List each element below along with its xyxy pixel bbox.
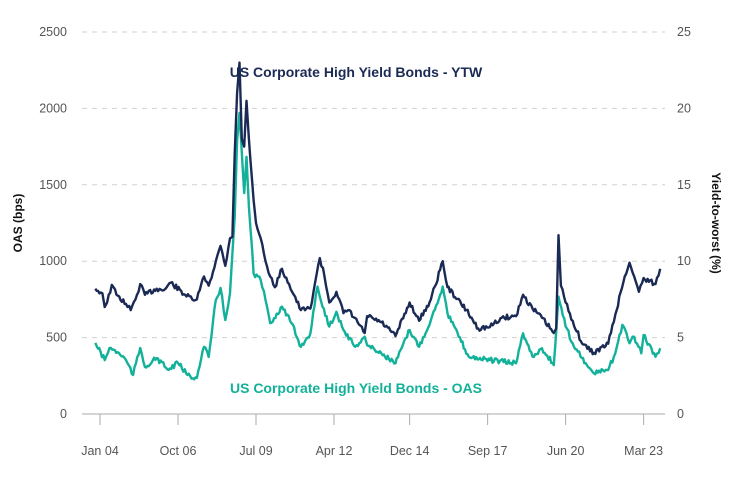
series-label-ytw: US Corporate High Yield Bonds - YTW bbox=[230, 64, 483, 80]
left-tick-label: 2500 bbox=[39, 25, 67, 39]
left-tick-label: 1000 bbox=[39, 254, 67, 268]
left-tick-label: 1500 bbox=[39, 178, 67, 192]
left-axis-title: OAS (bps) bbox=[11, 194, 25, 253]
right-axis-title: Yield-to-worst (%) bbox=[709, 172, 723, 274]
right-tick-label: 15 bbox=[677, 178, 691, 192]
x-tick-label: Sep 17 bbox=[468, 444, 508, 458]
x-tick-label: Jul 09 bbox=[239, 444, 272, 458]
series-label-oas: US Corporate High Yield Bonds - OAS bbox=[230, 380, 482, 396]
x-tick-label: Jan 04 bbox=[81, 444, 119, 458]
series-lines bbox=[94, 61, 662, 381]
x-tick-label: Jun 20 bbox=[547, 444, 585, 458]
left-tick-label: 2000 bbox=[39, 101, 67, 115]
right-tick-label: 5 bbox=[677, 331, 684, 345]
x-tick-label: Mar 23 bbox=[624, 444, 663, 458]
ytw-series-line bbox=[94, 61, 662, 356]
right-axis-ticks: 0 5 10 15 20 25 bbox=[677, 25, 691, 421]
x-tick-label: Dec 14 bbox=[390, 444, 430, 458]
x-axis: Jan 04 Oct 06 Jul 09 Apr 12 Dec 14 Sep 17 Jun … bbox=[81, 413, 665, 458]
right-tick-label: 20 bbox=[677, 101, 691, 115]
x-tick-label: Apr 12 bbox=[316, 444, 353, 458]
right-tick-label: 0 bbox=[677, 407, 684, 421]
x-tick-label: Oct 06 bbox=[160, 444, 197, 458]
oas-series-line bbox=[94, 111, 662, 381]
right-tick-label: 10 bbox=[677, 254, 691, 268]
left-tick-label: 500 bbox=[46, 331, 67, 345]
left-axis-ticks: 0 500 1000 1500 2000 2500 bbox=[39, 25, 67, 421]
left-tick-label: 0 bbox=[60, 407, 67, 421]
right-tick-label: 25 bbox=[677, 25, 691, 39]
gridlines bbox=[82, 31, 665, 339]
